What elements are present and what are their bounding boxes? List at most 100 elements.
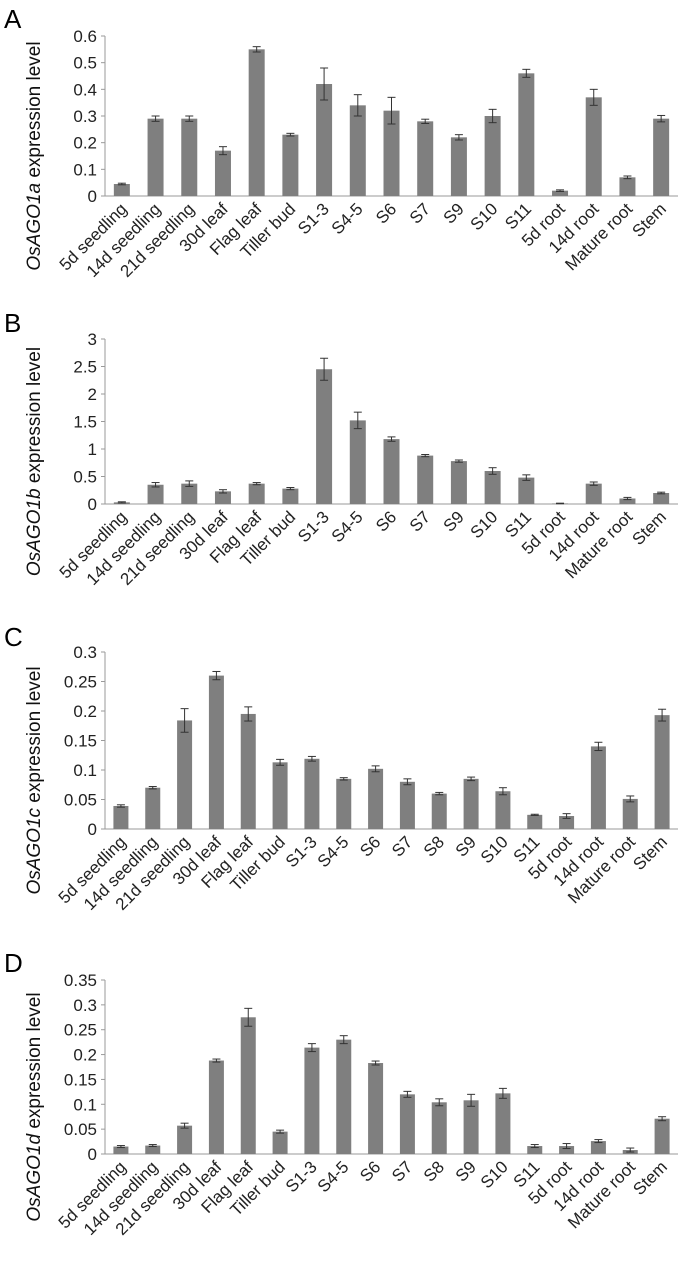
bar	[214, 150, 231, 196]
bar	[495, 791, 511, 829]
y-tick-label: 0.1	[73, 160, 97, 179]
bar	[552, 190, 569, 196]
x-tick-label: S8	[420, 1157, 448, 1185]
bar	[214, 491, 231, 504]
bar	[304, 758, 320, 829]
bar	[399, 1094, 415, 1154]
bar	[240, 713, 256, 829]
x-tick-label: S4-5	[314, 832, 353, 871]
bar	[619, 177, 636, 196]
bar	[272, 762, 288, 829]
y-tick-label: 0.25	[64, 1021, 97, 1040]
bar	[484, 116, 501, 196]
bar	[431, 1102, 447, 1154]
x-tick-label: S9	[452, 1157, 480, 1185]
x-tick-label: S4-5	[328, 507, 367, 546]
bar	[177, 1125, 193, 1154]
y-tick-label: 0.2	[73, 1046, 97, 1065]
bar	[368, 768, 384, 829]
chart-panel-C: C 0 0.05 0.1 0.15 0.2 0.25 0.3 OsAGO1c expressio…	[4, 622, 678, 914]
y-tick-label: 0	[88, 820, 97, 839]
y-tick-label: 0.1	[73, 761, 97, 780]
bar	[272, 1131, 288, 1154]
y-axis-title-text: expression level	[24, 347, 45, 489]
x-tick-label: S10	[467, 507, 502, 542]
x-tick-label: S8	[420, 832, 448, 860]
bar	[113, 184, 130, 196]
x-tick-label: S7	[406, 199, 434, 227]
bar	[336, 778, 352, 829]
bar	[113, 805, 129, 829]
bar	[208, 1060, 224, 1154]
y-tick-label: 0.1	[73, 1095, 97, 1114]
bar	[240, 1017, 256, 1154]
y-axis-title-text: expression level	[24, 992, 45, 1134]
x-tick-label: S7	[388, 1157, 416, 1185]
y-tick-label: 0.4	[73, 80, 97, 99]
bar	[431, 793, 447, 829]
x-tick-label: S7	[406, 507, 434, 535]
y-tick-label: 0.2	[73, 702, 97, 721]
y-tick-label: 3	[88, 330, 97, 349]
bar	[349, 105, 366, 196]
y-axis-title: OsAGO1a expression level	[24, 41, 45, 270]
bar	[248, 49, 265, 197]
bar	[417, 121, 434, 196]
y-axis-title-gene: OsAGO1d	[24, 1133, 45, 1222]
bar	[450, 461, 467, 504]
bar	[316, 84, 333, 196]
panel-label: C	[4, 622, 23, 652]
bar	[518, 477, 535, 504]
panel-label: A	[4, 4, 22, 34]
bar	[399, 781, 415, 829]
bar	[383, 110, 400, 196]
bar	[463, 778, 479, 829]
bar	[147, 118, 164, 196]
bar	[417, 455, 434, 504]
y-tick-label: 0.25	[64, 673, 97, 692]
bar	[654, 715, 670, 829]
bar	[619, 498, 636, 504]
bar	[559, 816, 575, 829]
y-tick-label: 0.5	[73, 468, 97, 487]
x-tick-label: S1-3	[294, 199, 333, 238]
x-tick-label: Stem	[629, 1157, 670, 1198]
y-tick-label: 0.5	[73, 54, 97, 73]
x-tick-label: S6	[372, 507, 400, 535]
x-tick-label: Stem	[629, 832, 670, 873]
y-tick-label: 0.05	[64, 791, 97, 810]
y-axis-title: OsAGO1c expression level	[24, 666, 45, 894]
y-tick-label: 0.3	[73, 107, 97, 126]
y-tick-label: 1.5	[73, 413, 97, 432]
y-axis-title-gene: OsAGO1a	[24, 183, 45, 271]
bar	[145, 1145, 161, 1154]
bar	[653, 493, 670, 504]
y-axis-title: OsAGO1b expression level	[24, 347, 45, 576]
x-tick-label: S1-3	[282, 832, 321, 871]
y-tick-label: 0.6	[73, 27, 97, 46]
bar	[585, 97, 602, 196]
bar	[527, 814, 543, 829]
x-tick-label: S6	[356, 1157, 384, 1185]
bar	[653, 118, 670, 196]
y-tick-label: 0.2	[73, 134, 97, 153]
bar	[147, 484, 164, 504]
bar	[282, 134, 299, 196]
bar	[450, 137, 467, 196]
bar	[282, 488, 299, 504]
chart-panel-D: D 0 0.05 0.1 0.15 0.2 0.25 0.3 0.35 OsAGO1d expre…	[4, 948, 678, 1239]
x-tick-label: S1-3	[282, 1157, 321, 1196]
y-tick-label: 1	[88, 440, 97, 459]
bar	[368, 1063, 384, 1154]
panel-label: D	[4, 948, 23, 978]
x-tick-label: S6	[356, 832, 384, 860]
x-tick-label: Stem	[628, 507, 669, 548]
bar	[590, 1141, 606, 1154]
x-tick-label: S1-3	[294, 507, 333, 546]
x-tick-label: S9	[452, 832, 480, 860]
y-tick-label: 0.3	[73, 643, 97, 662]
x-tick-label: S9	[440, 199, 468, 227]
bar	[113, 1146, 129, 1154]
chart-panel-A: A 0 0.1 0.2 0.3 0.4 0.5 0.6 OsAGO1a expression l…	[4, 4, 678, 281]
